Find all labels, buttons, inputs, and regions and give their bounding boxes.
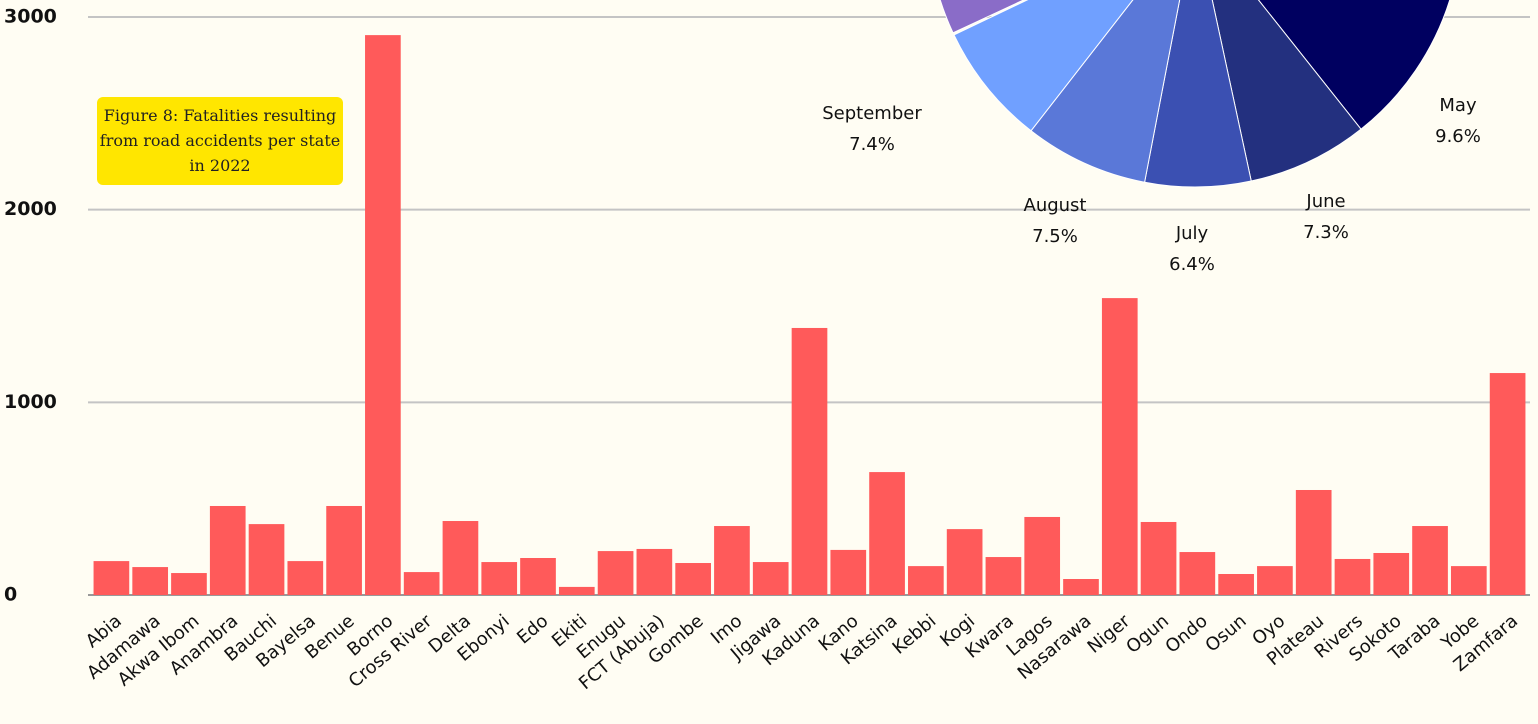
bar: [403, 572, 440, 595]
bar: [287, 561, 324, 595]
y-tick-label: 3000: [4, 6, 57, 28]
pie-label: September: [822, 103, 922, 124]
pie-slice: [953, 0, 1134, 132]
bar: [1295, 489, 1332, 595]
pie-value-label: 7.5%: [1032, 226, 1078, 247]
bar: [248, 524, 285, 595]
bar: [171, 573, 207, 595]
pie-value-label: 6.4%: [1169, 254, 1215, 275]
bar: [1063, 579, 1099, 595]
y-tick-label: 0: [4, 584, 17, 606]
y-tick-label: 1000: [4, 391, 57, 413]
pie-slice: [1211, 0, 1362, 182]
pie-label: May: [1439, 95, 1477, 116]
bar: [442, 521, 479, 595]
pie-value-label: 7.4%: [849, 134, 895, 155]
bar: [1257, 566, 1293, 595]
y-tick-label: 2000: [4, 198, 57, 220]
bar: [597, 551, 634, 595]
pie-slice: [1030, 0, 1181, 183]
bar: [1450, 566, 1487, 595]
bar: [1412, 526, 1448, 595]
bar: [636, 548, 673, 595]
bar: [365, 35, 401, 596]
bar: [1024, 516, 1061, 595]
pie-slice-other: [939, 0, 1025, 34]
bar: [1489, 373, 1526, 595]
x-tick-label: Edo: [513, 611, 552, 649]
pie-slice: [1257, 0, 1451, 130]
bar: [481, 562, 518, 595]
annotation: Figure 8: Fatalities resulting from road…: [97, 97, 343, 185]
bar: [869, 472, 905, 595]
bar: [1179, 552, 1216, 595]
bar: [1101, 298, 1138, 595]
bar: [675, 563, 711, 595]
x-tick-label: Kebbi: [889, 611, 941, 659]
pie-label: June: [1305, 191, 1345, 212]
x-tick-label: Ondo: [1161, 611, 1211, 658]
bar: [520, 558, 556, 595]
x-tick-label: Ogun: [1122, 611, 1173, 658]
x-tick-label: Osun: [1202, 611, 1251, 657]
pie-label: August: [1024, 195, 1087, 216]
bar: [1334, 558, 1371, 595]
bar: [985, 557, 1022, 595]
bar: [558, 586, 595, 595]
bar: [791, 327, 828, 595]
bar: [908, 566, 944, 595]
bar: [93, 561, 130, 595]
bar: [830, 549, 867, 595]
bar: [1140, 521, 1177, 595]
bar: [132, 567, 169, 595]
bar: [326, 505, 362, 595]
pie-label: July: [1175, 223, 1209, 244]
bar: [1373, 552, 1410, 595]
pie-value-label: 9.6%: [1435, 126, 1481, 147]
pie-value-label: 7.3%: [1303, 222, 1349, 243]
bar: [209, 505, 246, 595]
bar: [714, 526, 750, 595]
bar: [752, 562, 789, 595]
bar: [1218, 573, 1254, 595]
x-tick-label: Niger: [1084, 610, 1135, 658]
bar: [946, 529, 983, 595]
